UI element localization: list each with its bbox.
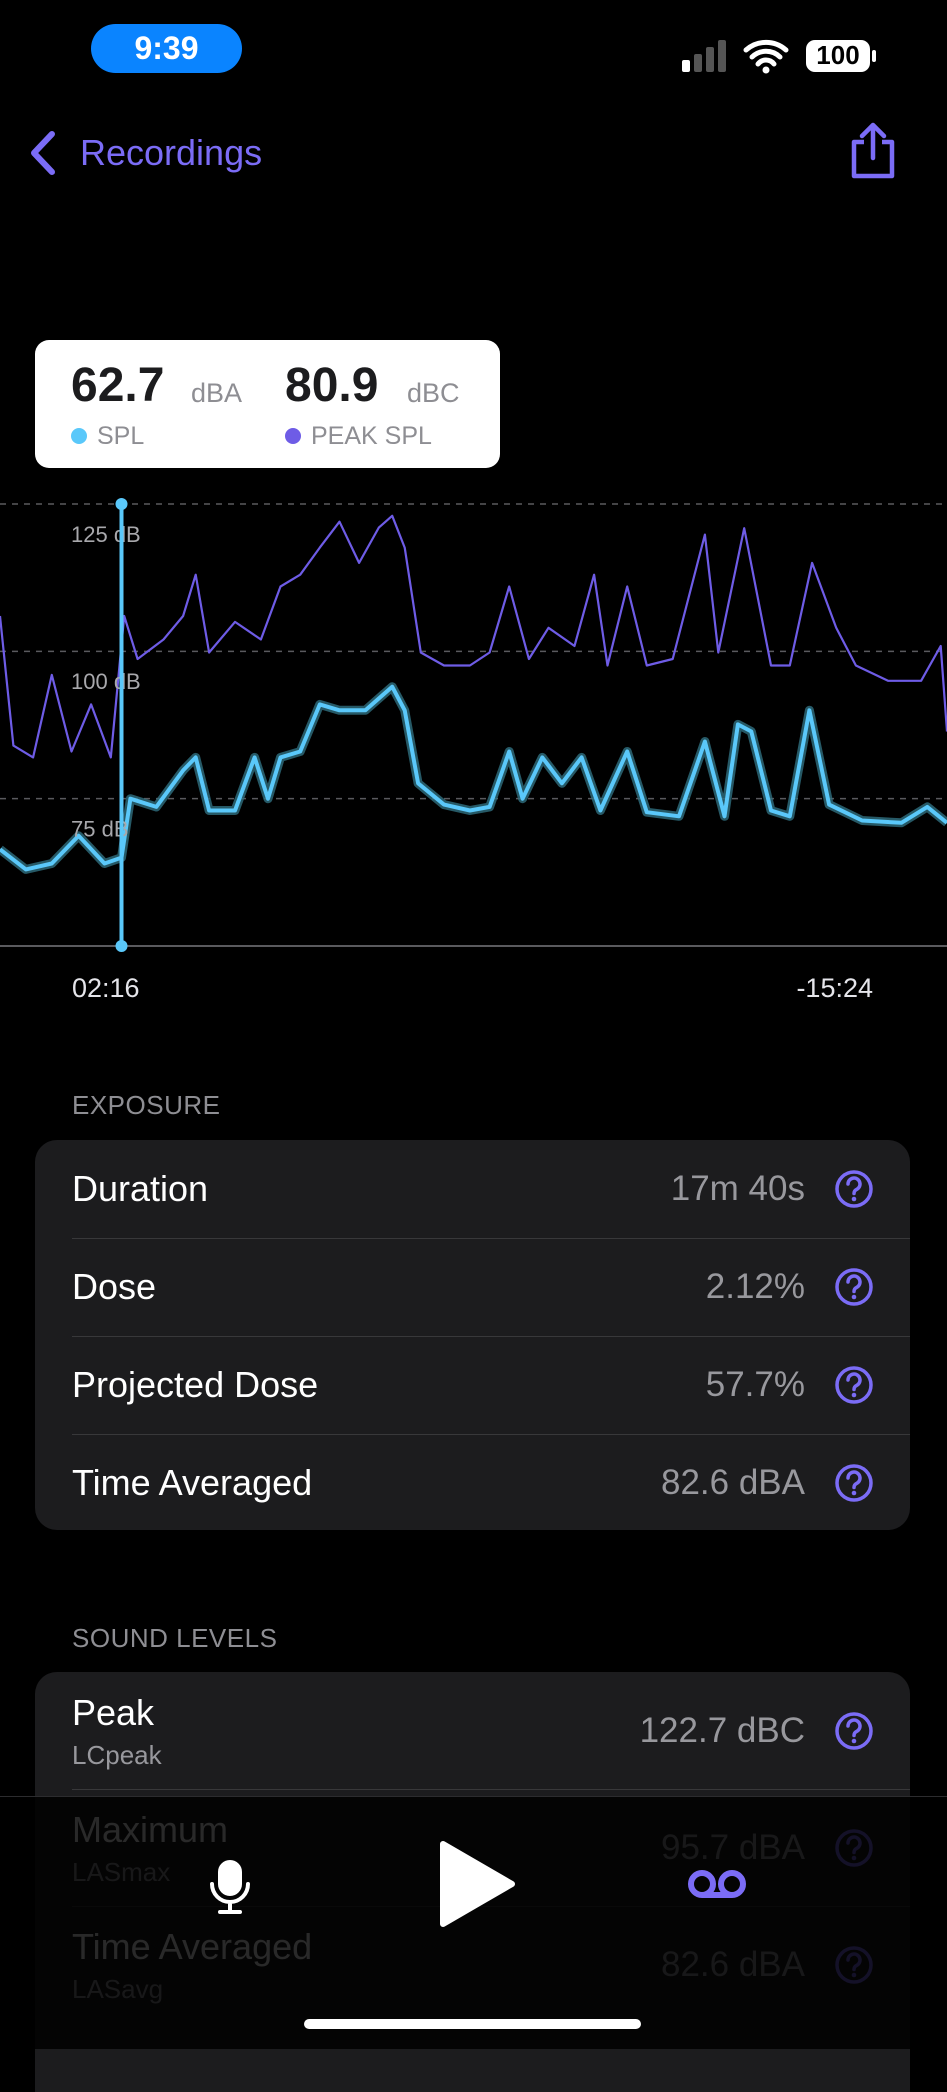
share-button[interactable] [848, 122, 898, 180]
home-indicator [304, 2019, 641, 2029]
mic-tab[interactable] [210, 1860, 250, 1914]
row-label: Peak [72, 1692, 155, 1733]
row-label: Dose [72, 1266, 157, 1307]
x-end-label: -15:24 [796, 973, 873, 1003]
back-chevron[interactable] [26, 130, 62, 176]
help-glyph [846, 1470, 862, 1490]
series-line [0, 684, 947, 872]
help-ring [835, 1170, 873, 1208]
help-button[interactable] [834, 1463, 874, 1503]
row-separator [72, 1789, 910, 1790]
battery-level: 100 [816, 40, 859, 70]
help-ring [835, 1712, 873, 1750]
help-button[interactable] [834, 1711, 874, 1751]
row-value: 17m 40s [670, 1169, 805, 1208]
help-button[interactable] [834, 1169, 874, 1209]
time-pill: 9:39 [91, 24, 242, 73]
play-button[interactable] [440, 1841, 515, 1927]
peak-unit: dBC [407, 378, 460, 408]
help-glyph [846, 1718, 862, 1738]
help-dot [851, 1738, 857, 1744]
x-start-label: 02:16 [72, 973, 140, 1003]
row-value: 2.12% [705, 1267, 805, 1306]
row-separator [72, 1434, 910, 1435]
help-ring [835, 1268, 873, 1306]
screen: 9:39 100 Recordings 62.7 dBA SPL 80.9 dB… [0, 24, 947, 2092]
status-icons: 100 [682, 39, 876, 74]
legend-dot [71, 428, 87, 444]
help-ring [835, 1464, 873, 1502]
cursor-handle [115, 498, 128, 510]
exposure-card: Duration 17m 40s Dose 2.12% Projected Dose 57… [35, 1140, 910, 1530]
help-glyph [846, 1274, 862, 1294]
row-sublabel: LCpeak [72, 1740, 162, 1770]
row-value: 57.7% [705, 1365, 805, 1404]
series-line [0, 514, 947, 759]
section-header: EXPOSURE [72, 1090, 221, 1120]
row-value: 122.7 dBC [639, 1711, 805, 1750]
recordings-tab[interactable] [688, 1870, 746, 1898]
peak-value: 80.9 [285, 359, 379, 412]
row-separator [72, 1238, 910, 1239]
help-dot [851, 1490, 857, 1496]
legend-dot [285, 428, 301, 444]
help-button[interactable] [834, 1267, 874, 1307]
back-button[interactable]: Recordings [80, 132, 263, 173]
spl-band [0, 682, 947, 874]
spl-value: 62.7 [71, 359, 165, 412]
row-value: 82.6 dBA [661, 1463, 805, 1502]
row-label: Duration [72, 1168, 209, 1209]
tab-bar [0, 1796, 947, 2049]
tab-icons [210, 1841, 746, 2029]
y-tick-label: 100 dB [71, 669, 141, 694]
help-button[interactable] [834, 1365, 874, 1405]
help-glyph [846, 1176, 862, 1196]
cursor-handle [115, 940, 128, 952]
help-glyph [846, 1372, 862, 1392]
section-header: SOUND LEVELS [72, 1623, 278, 1653]
help-dot [851, 1294, 857, 1300]
help-dot [851, 1392, 857, 1398]
readout-box: 62.7 dBA SPL 80.9 dBC PEAK SPL [35, 340, 500, 468]
chart: 75 dB 100 dB 125 dB 02:16 -15:24 [0, 498, 947, 1003]
legend-label: SPL [97, 422, 145, 450]
y-tick-label: 125 dB [71, 522, 141, 547]
legend-label: PEAK SPL [311, 422, 432, 450]
help-ring [835, 1366, 873, 1404]
help-dot [851, 1196, 857, 1202]
y-tick-label: 75 dB [71, 816, 129, 841]
row-label: Projected Dose [72, 1364, 319, 1405]
spl-unit: dBA [191, 378, 243, 408]
row-separator [72, 1336, 910, 1337]
row-label: Time Averaged [72, 1462, 313, 1503]
